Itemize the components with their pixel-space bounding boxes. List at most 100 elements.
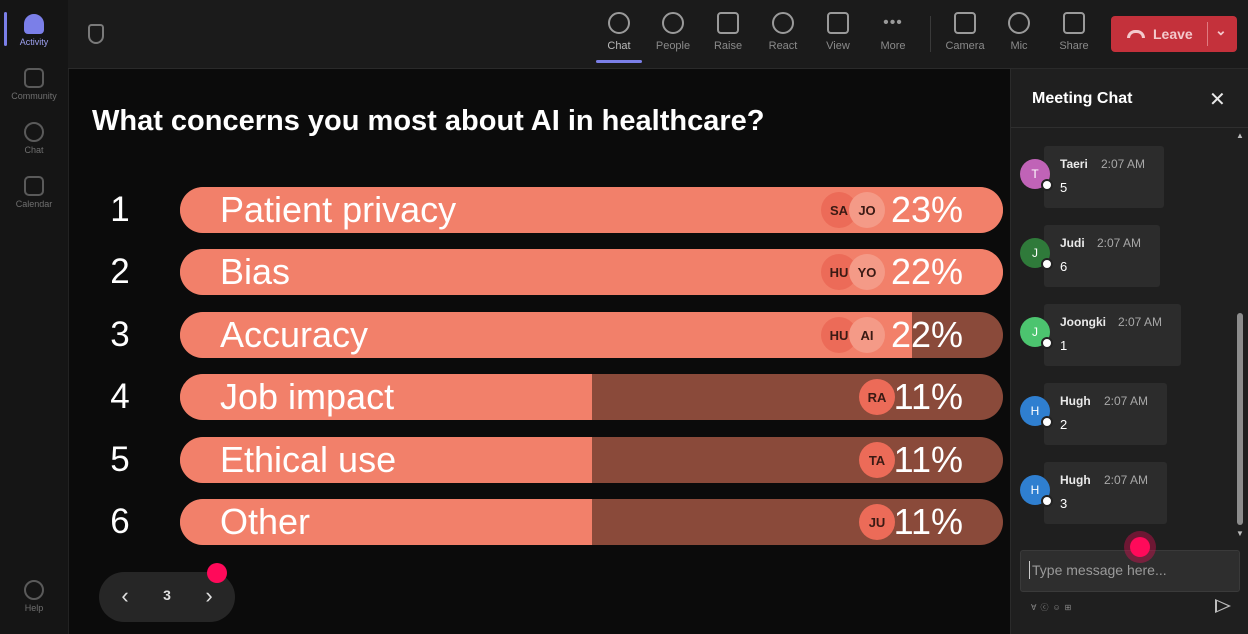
grid-icon [827,12,849,34]
chat-scrollbar[interactable]: ▲ ▼ [1233,129,1247,541]
presence-status-icon [1041,179,1053,191]
poll-option-row: 3 Accuracy HU AI 22% [100,312,1003,358]
voter-avatar: RA [859,379,895,415]
poll-option-bar: Accuracy HU AI 22% [180,312,1003,358]
toolbar-share-button[interactable]: Share [1049,12,1099,52]
camera-off-icon [954,12,976,34]
poll-option-fill [180,374,592,420]
toolbar-mic-button[interactable]: Mic [994,12,1044,52]
poll-option-percent: 11% [893,501,963,542]
chevron-down-icon[interactable]: ⌄ [1215,22,1227,38]
chat-icon [24,122,44,142]
chat-message-text: 2 [1060,417,1068,432]
toolbar-label: Raise [713,40,743,52]
help-icon [24,580,44,600]
chat-sender-name: Hugh [1060,394,1091,408]
rail-item-chat[interactable]: Chat [0,122,68,155]
poll-option-rank: 1 [110,190,130,229]
chat-timestamp: 2:07 AM [1104,473,1149,487]
chat-bubble[interactable]: Judi 2:07 AM 6 [1044,225,1160,287]
voter-avatar: AI [849,317,885,353]
mic-icon [1008,12,1030,34]
scroll-down-icon[interactable]: ▼ [1236,529,1244,538]
poll-option-row: 1 Patient privacy SA JO 23% [100,187,1003,233]
voter-avatar: JO [849,192,885,228]
chevron-left-icon[interactable]: ‹ [121,583,129,608]
chat-sender-name: Taeri [1060,157,1088,171]
poll-option-label: Job impact [220,376,395,417]
chat-timestamp: 2:07 AM [1104,394,1149,408]
chevron-right-icon[interactable]: › [205,583,213,608]
poll-option-percent: 23% [890,189,963,230]
chat-sender-name: Judi [1060,236,1085,250]
chat-message-input[interactable] [1029,561,1234,579]
rail-item-label: Community [11,91,57,101]
poll-option-label: Ethical use [220,439,397,480]
bell-icon [24,14,44,34]
chat-bubble[interactable]: Joongki 2:07 AM 1 [1044,304,1181,366]
toolbar-more-button[interactable]: ••• More [868,12,918,52]
chat-sender-name: Joongki [1060,315,1107,329]
poll-option-bar: Job impact RA 11% [180,374,1003,420]
close-icon[interactable]: ✕ [1209,89,1226,111]
send-icon[interactable] [1215,599,1231,613]
chat-message-text: 3 [1060,496,1068,511]
rail-item-activity[interactable]: Activity [0,12,68,47]
poll-option-rank: 3 [110,315,130,354]
phone-hangup-icon [1127,30,1145,38]
poll-option-row: 6 Other JU 11% [100,499,1003,545]
poll-option-rank: 4 [110,377,130,416]
toolbar-label: Chat [607,40,631,52]
voter-avatar: JU [859,504,895,540]
poll-option-percent: 22% [890,251,963,292]
voter-avatar: YO [849,254,885,290]
rail-item-community[interactable]: Community [0,68,68,101]
toolbar-react-button[interactable]: React [758,12,808,52]
poll-option-row: 2 Bias HU YO 22% [100,249,1003,295]
rail-item-help[interactable]: Help [0,580,68,613]
poll-option-row: 5 Ethical use TA 11% [100,437,1003,483]
rail-item-label: Help [24,603,44,613]
poll-option-rank: 2 [110,252,130,291]
poll-option-fill [180,499,592,545]
poll-option-fill [180,312,912,358]
poll-option-bar: Other JU 11% [180,499,1003,545]
toolbar-chat-button[interactable]: Chat [594,12,644,63]
chat-bubble[interactable]: Hugh 2:07 AM 2 [1044,383,1167,445]
rail-item-calendar[interactable]: Calendar [0,176,68,209]
format-toolbar-icons[interactable]: Ɐⓒ☺⊞ [1031,603,1076,612]
leave-button[interactable]: Leave ⌄ [1111,16,1237,52]
chat-timestamp: 2:07 AM [1101,157,1146,171]
scroll-thumb[interactable] [1237,313,1243,525]
toolbar-people-button[interactable]: People [648,12,698,52]
poll-question: What concerns you most about AI in healt… [92,105,765,137]
shield-icon[interactable] [88,24,104,44]
toolbar-view-button[interactable]: View [813,12,863,52]
chat-header: Meeting Chat ✕ [1011,69,1248,128]
toolbar-camera-button[interactable]: Camera [940,12,990,52]
chat-message-input-box[interactable] [1020,550,1240,592]
toolbar-label: Share [1059,40,1089,52]
poll-option-label: Accuracy [220,314,369,355]
chat-bubble[interactable]: Hugh 2:07 AM 3 [1044,462,1167,524]
toolbar-label: React [768,40,798,52]
poll-option-percent: 11% [893,376,963,417]
poll-option-bar: Bias HU YO 22% [180,249,1003,295]
smiley-icon [772,12,794,34]
meeting-chat-panel: Meeting Chat ✕ Taeri 2:07 AM 5 T Judi 2:07 AM… [1010,69,1248,634]
chat-message-text: 6 [1060,259,1068,274]
toolbar-label: More [880,40,906,52]
toolbar-raise-button[interactable]: Raise [703,12,753,52]
scroll-up-icon[interactable]: ▲ [1236,131,1244,140]
toolbar-label: Camera [945,40,985,52]
chat-message-text: 5 [1060,180,1068,195]
avatar[interactable]: J [1020,317,1050,347]
leave-divider [1207,22,1208,46]
rail-item-label: Activity [19,37,49,47]
toolbar-label: People [655,40,691,52]
poll-option-label: Other [220,501,311,542]
chat-bubble[interactable]: Taeri 2:07 AM 5 [1044,146,1164,208]
page-number: 3 [163,587,171,603]
poll-option-percent: 11% [893,439,963,480]
rail-item-label: Calendar [15,199,53,209]
